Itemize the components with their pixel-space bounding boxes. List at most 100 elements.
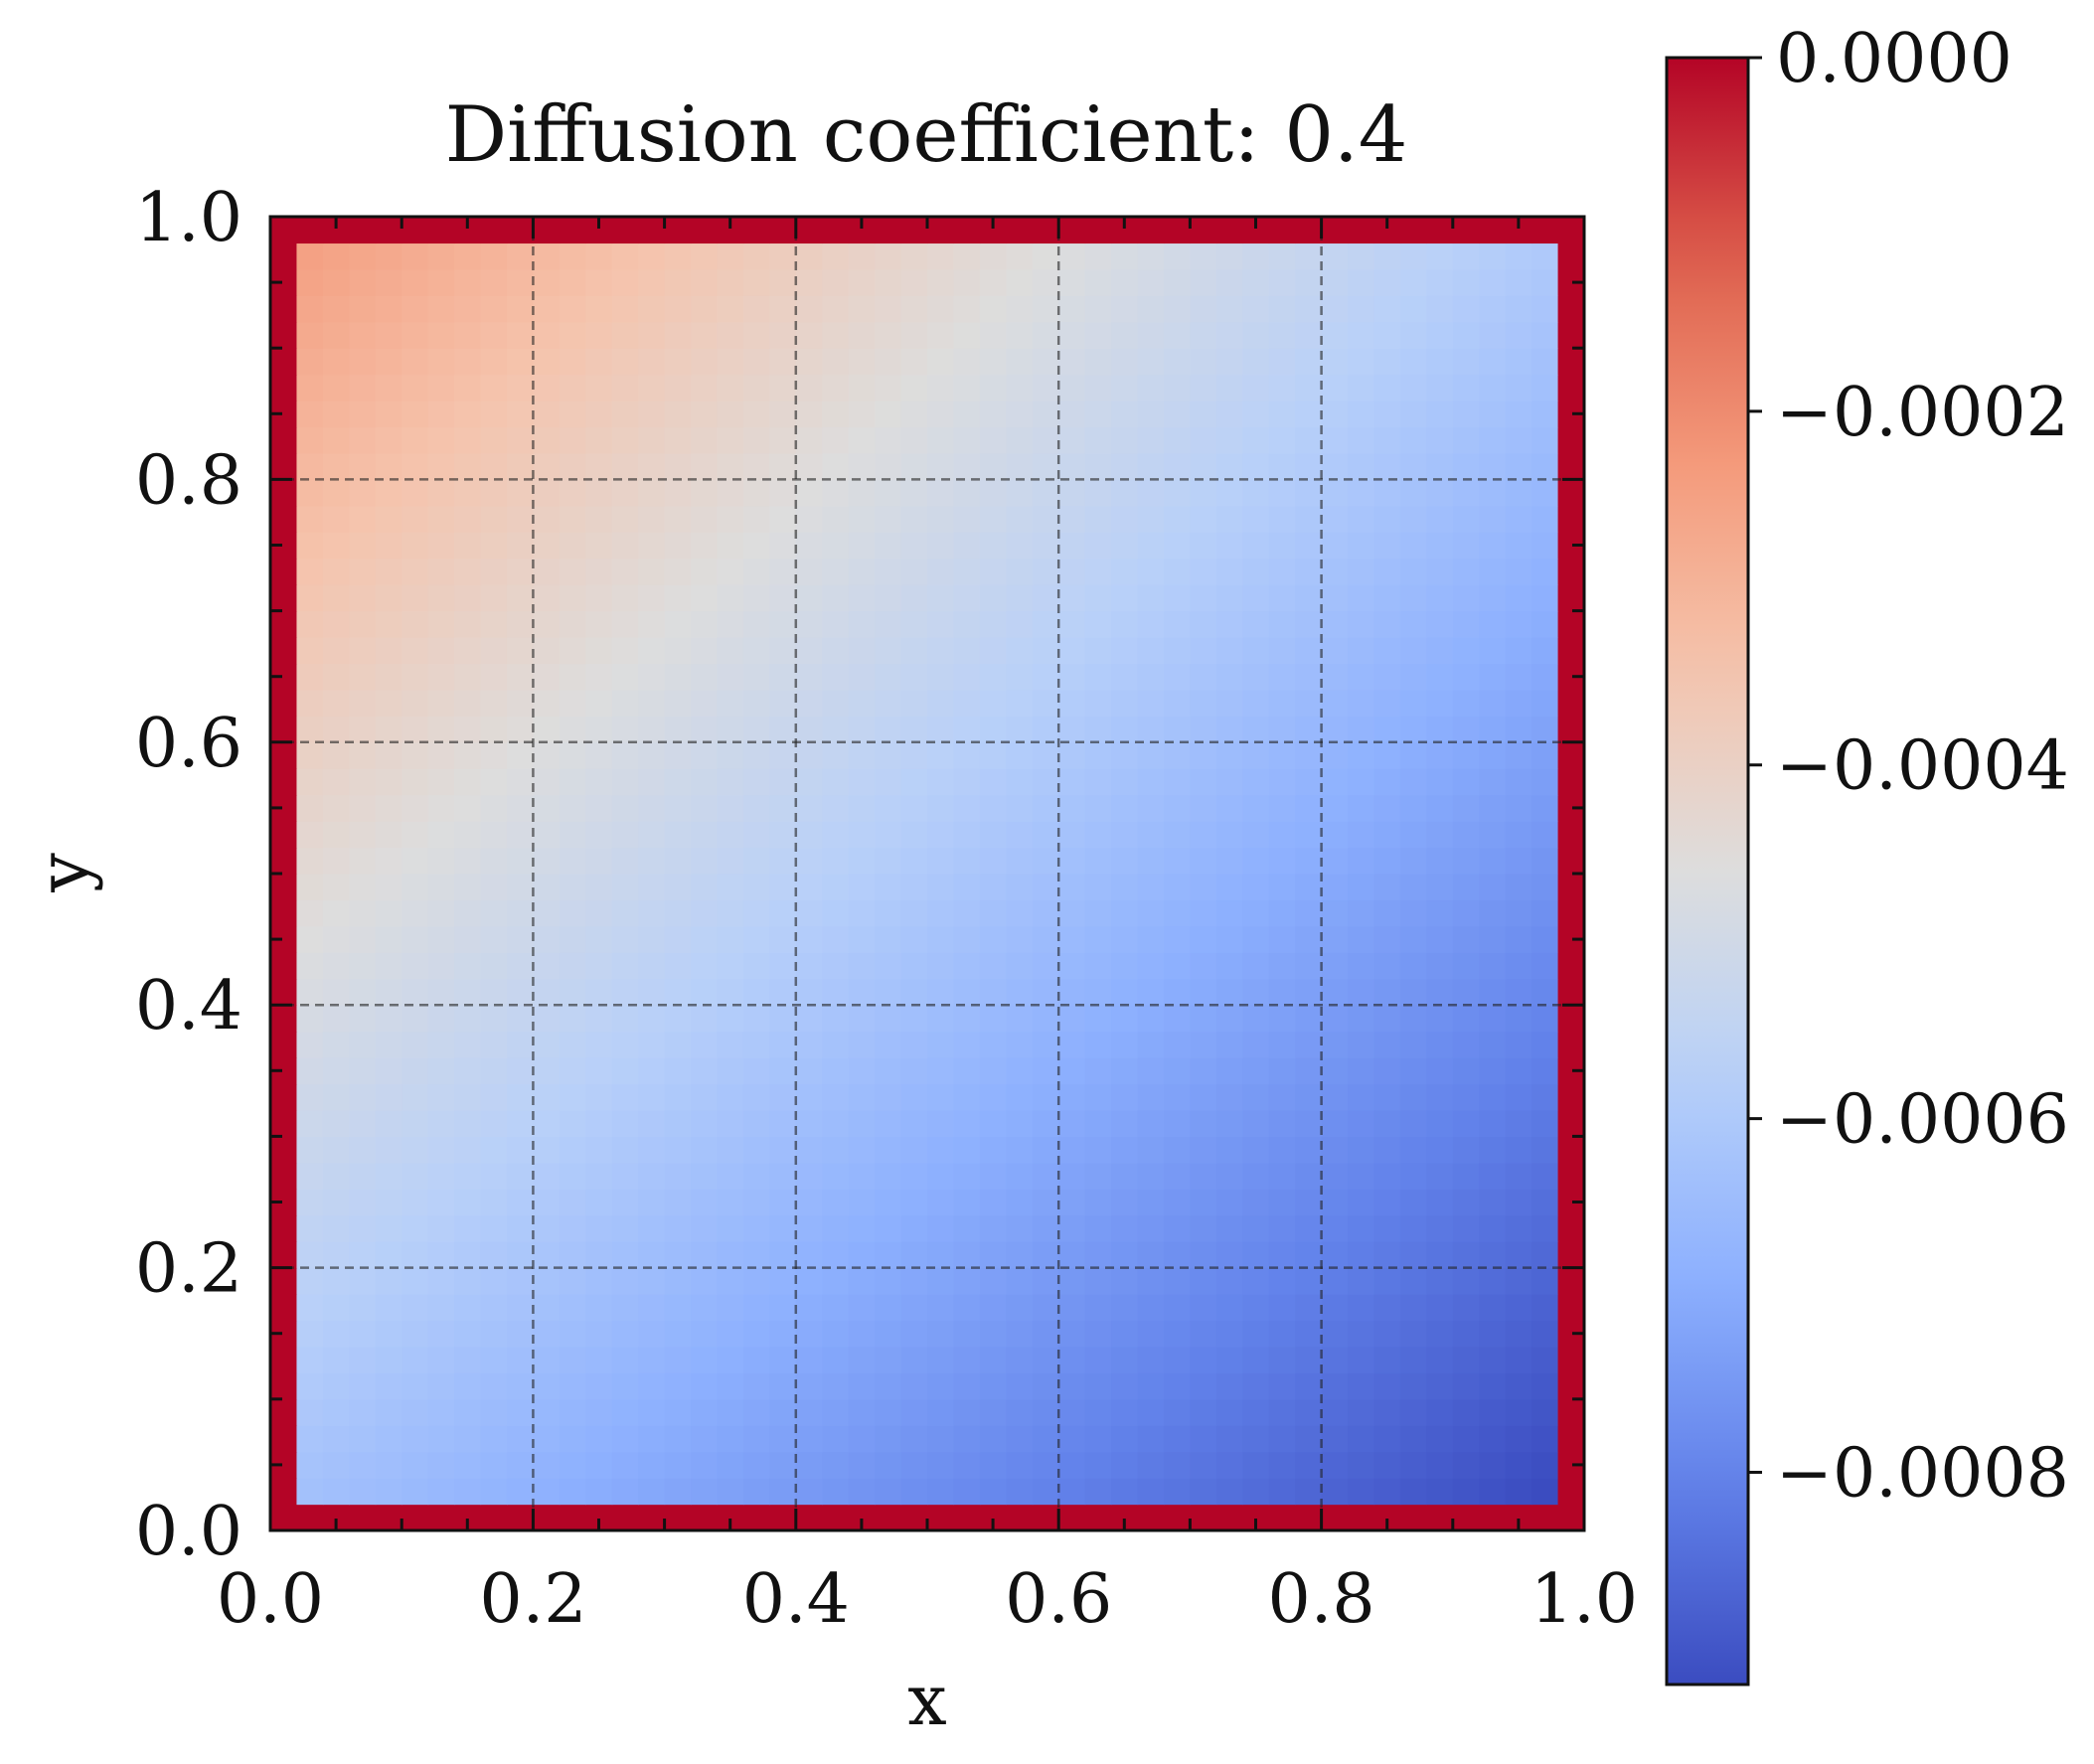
heatmap-cell (1058, 1162, 1086, 1190)
heatmap-cell (1557, 1425, 1585, 1453)
heatmap-cell (506, 1136, 534, 1164)
heatmap-cell (506, 1214, 534, 1242)
heatmap-cell (1268, 1057, 1296, 1085)
heatmap-cell (533, 1267, 561, 1295)
heatmap-cell (480, 768, 508, 796)
heatmap-cell (1215, 1189, 1243, 1216)
heatmap-cell (1242, 1398, 1270, 1426)
heatmap-cell (875, 1320, 902, 1348)
heatmap-cell (900, 899, 928, 927)
heatmap-cell (1111, 348, 1139, 376)
heatmap-cell (454, 821, 482, 849)
heatmap-cell (1505, 1241, 1532, 1269)
heatmap-cell (1137, 1031, 1165, 1058)
heatmap-cell (1190, 1162, 1217, 1190)
heatmap-cell (1321, 401, 1349, 428)
heatmap-cell (402, 532, 429, 560)
heatmap-cell (1215, 741, 1243, 769)
heatmap-cell (1137, 1478, 1165, 1506)
heatmap-cell (427, 1005, 455, 1033)
heatmap-cell (402, 479, 429, 507)
heatmap-cell (349, 584, 377, 612)
heatmap-cell (1321, 874, 1349, 901)
heatmap-cell (427, 452, 455, 480)
heatmap-cell (1321, 242, 1349, 270)
heatmap-cell (742, 374, 770, 401)
heatmap-cell (1452, 374, 1480, 401)
heatmap-cell (1479, 821, 1507, 849)
heatmap-cell (1348, 663, 1375, 691)
heatmap-cell (296, 952, 324, 980)
heatmap-cell (769, 348, 797, 376)
heatmap-cell (848, 505, 876, 533)
heatmap-cell (375, 1504, 403, 1531)
heatmap-cell (1557, 242, 1585, 270)
heatmap-cell (1215, 217, 1243, 244)
heatmap-cell (979, 1083, 1007, 1111)
heatmap-cell (822, 1109, 850, 1137)
heatmap-cell (1137, 1162, 1165, 1190)
heatmap-cell (822, 637, 850, 665)
heatmap-cell (1058, 663, 1086, 691)
heatmap-cell (1084, 1057, 1112, 1085)
heatmap-cell (1295, 1241, 1323, 1269)
heatmap-cell (1084, 925, 1112, 953)
heatmap-cell (717, 401, 744, 428)
heatmap-cell (585, 1425, 613, 1453)
heatmap-cell (559, 1136, 586, 1164)
heatmap-cell (1373, 505, 1401, 533)
heatmap-cell (927, 1136, 955, 1164)
heatmap-cell (1190, 847, 1217, 875)
heatmap-cell (533, 1057, 561, 1085)
heatmap-cell (1268, 610, 1296, 638)
heatmap-cell (1058, 217, 1086, 244)
heatmap-cell (506, 426, 534, 454)
heatmap-cell (1163, 1031, 1191, 1058)
heatmap-cell (375, 821, 403, 849)
heatmap-cell (1111, 1241, 1139, 1269)
heatmap-cell (1348, 321, 1375, 349)
heatmap-cell (480, 1425, 508, 1453)
heatmap-cell (1163, 874, 1191, 901)
heatmap-cell (322, 426, 350, 454)
heatmap-cell (1268, 1478, 1296, 1506)
heatmap-cell (1215, 637, 1243, 665)
heatmap-cell (322, 874, 350, 901)
heatmap-cell (1163, 768, 1191, 796)
heatmap-cell (1163, 1136, 1191, 1164)
heatmap-cell (875, 663, 902, 691)
y-tick-label: 0.4 (135, 967, 242, 1045)
heatmap-cell (506, 1478, 534, 1506)
heatmap-cell (1190, 794, 1217, 822)
heatmap-cell (875, 348, 902, 376)
heatmap-cell (664, 689, 692, 717)
heatmap-cell (769, 1267, 797, 1295)
heatmap-cell (559, 768, 586, 796)
heatmap-cell (1032, 847, 1059, 875)
heatmap-cell (927, 1241, 955, 1269)
heatmap-cell (1295, 1425, 1323, 1453)
heatmap-cell (349, 268, 377, 296)
heatmap-cell (585, 794, 613, 822)
heatmap-cell (691, 925, 719, 953)
heatmap-cell (691, 242, 719, 270)
heatmap-cell (349, 1478, 377, 1506)
heatmap-cell (349, 847, 377, 875)
heatmap-cell (1321, 794, 1349, 822)
heatmap-cell (1557, 1478, 1585, 1506)
heatmap-cell (559, 1162, 586, 1190)
heatmap-cell (1242, 1294, 1270, 1322)
heatmap-cell (349, 741, 377, 769)
heatmap-cell (322, 479, 350, 507)
heatmap-cell (1215, 479, 1243, 507)
heatmap-cell (559, 479, 586, 507)
heatmap-cell (427, 401, 455, 428)
heatmap-cell (848, 1214, 876, 1242)
heatmap-cell (1111, 479, 1139, 507)
heatmap-cell (1452, 768, 1480, 796)
heatmap-cell (1215, 794, 1243, 822)
heatmap-cell (1505, 768, 1532, 796)
heatmap-cell (979, 426, 1007, 454)
heatmap-cell (1426, 1267, 1454, 1295)
heatmap-cell (611, 558, 639, 585)
